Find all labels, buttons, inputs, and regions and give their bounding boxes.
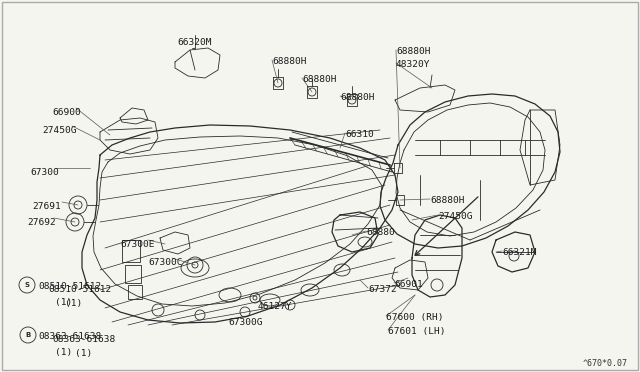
Text: 68880H: 68880H [396,47,431,56]
Text: 67300E: 67300E [120,240,154,249]
Text: 27692: 27692 [27,218,56,227]
Text: (1): (1) [55,348,72,357]
Text: 27450G: 27450G [42,126,77,135]
Text: 08363-61638: 08363-61638 [38,332,101,341]
Text: 08510-51612: 08510-51612 [38,282,101,291]
Text: 27450G: 27450G [438,212,472,221]
Bar [122,240,140,262]
Text: 08510-51612: 08510-51612 [48,285,111,294]
Text: 48320Y: 48320Y [396,60,431,69]
Text: 08363-61638: 08363-61638 [52,335,115,344]
Text: 67372: 67372 [368,285,397,294]
Text: 67600 (RH): 67600 (RH) [386,313,444,322]
Text: 68880: 68880 [366,228,395,237]
Text: 66310: 66310 [345,130,374,139]
Text: 66900: 66900 [52,108,81,117]
Text: 67300C: 67300C [148,258,182,267]
Text: 66901: 66901 [394,280,423,289]
Text: 67601 (LH): 67601 (LH) [388,327,445,336]
Text: 67300: 67300 [30,168,59,177]
Text: S: S [24,282,29,288]
Text: (1): (1) [75,349,92,358]
Text: 46127Y: 46127Y [258,302,292,311]
Text: 68880H: 68880H [272,57,307,66]
Text: 66320M: 66320M [177,38,211,47]
Text: 68880H: 68880H [340,93,374,102]
Text: 27691: 27691 [32,202,61,211]
Bar [128,285,142,299]
Text: 67300G: 67300G [228,318,262,327]
Bar [125,265,141,283]
Text: B: B [26,332,31,338]
Text: (1): (1) [65,299,83,308]
Text: (1): (1) [55,298,72,307]
Text: 68880H: 68880H [430,196,465,205]
Text: ^670*0.07: ^670*0.07 [583,359,628,368]
Text: 66321M: 66321M [502,248,536,257]
Text: 68880H: 68880H [302,75,337,84]
